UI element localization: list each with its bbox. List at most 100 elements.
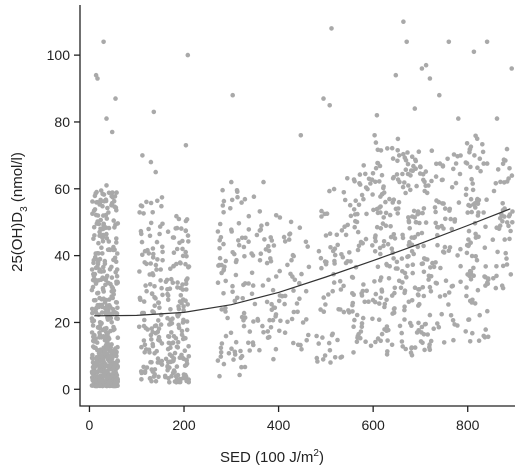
data-point	[315, 359, 320, 364]
data-point	[415, 211, 421, 217]
data-point	[150, 309, 155, 314]
data-point	[160, 244, 165, 250]
data-point	[273, 314, 278, 319]
data-point	[180, 238, 185, 244]
data-point	[484, 197, 489, 202]
data-point	[306, 332, 311, 338]
data-point	[179, 328, 185, 334]
data-point	[269, 301, 274, 307]
data-point	[170, 340, 176, 345]
data-point	[421, 269, 427, 275]
data-point	[273, 346, 279, 352]
data-point	[500, 201, 506, 206]
data-point	[332, 258, 337, 264]
data-point	[405, 150, 410, 155]
data-point	[165, 229, 171, 234]
data-point	[174, 364, 180, 369]
data-point	[99, 302, 105, 308]
data-point	[101, 268, 106, 274]
fit-curve	[94, 208, 511, 317]
data-point	[165, 346, 171, 352]
data-point	[347, 250, 352, 255]
data-point	[391, 306, 397, 312]
data-point	[260, 283, 266, 288]
data-point	[371, 207, 376, 213]
data-point	[271, 243, 277, 248]
data-point	[215, 358, 221, 363]
data-point	[104, 369, 110, 374]
data-point	[240, 296, 245, 301]
data-point	[494, 116, 500, 121]
data-point	[332, 246, 338, 251]
data-point	[476, 234, 481, 240]
data-point	[429, 178, 434, 184]
data-point	[298, 342, 303, 348]
data-point	[366, 299, 371, 305]
data-point	[149, 337, 154, 342]
data-point	[428, 289, 434, 294]
data-point	[373, 233, 378, 238]
data-point	[466, 202, 471, 208]
data-point	[186, 344, 191, 349]
data-point	[156, 300, 162, 306]
data-point	[484, 39, 490, 45]
data-point	[507, 166, 512, 171]
data-point	[495, 167, 501, 172]
data-point	[440, 164, 446, 169]
data-point	[114, 273, 120, 279]
data-point	[423, 183, 429, 189]
data-point	[156, 374, 161, 380]
data-point	[368, 343, 374, 349]
data-point	[246, 213, 252, 219]
data-point	[277, 268, 283, 274]
data-point	[482, 245, 488, 250]
data-point	[471, 265, 476, 271]
data-point	[373, 291, 379, 297]
data-point	[101, 213, 106, 218]
data-point	[110, 365, 116, 371]
data-point	[238, 355, 244, 361]
data-point	[383, 199, 388, 205]
x-tick-label: 600	[361, 417, 385, 433]
data-point	[384, 297, 389, 303]
data-point	[406, 218, 412, 224]
data-point	[458, 246, 463, 252]
data-point	[106, 336, 112, 342]
data-point	[346, 310, 352, 315]
data-point	[257, 209, 263, 214]
data-point	[314, 355, 320, 361]
data-point	[148, 332, 154, 338]
data-point	[229, 346, 234, 352]
data-point	[504, 146, 510, 152]
data-point	[289, 316, 295, 322]
y-tick-label: 0	[62, 381, 70, 397]
data-point	[91, 260, 96, 266]
data-point	[409, 345, 415, 350]
data-point	[351, 324, 356, 330]
data-point	[395, 211, 401, 216]
data-point	[151, 251, 156, 257]
data-point	[235, 189, 240, 194]
data-point	[433, 220, 439, 226]
data-point	[304, 317, 309, 322]
data-point	[358, 335, 363, 341]
data-point	[509, 173, 515, 178]
y-tick-label: 60	[54, 181, 70, 197]
data-point	[419, 330, 424, 335]
data-point	[99, 245, 104, 250]
data-point	[230, 289, 235, 295]
data-point	[391, 174, 397, 180]
data-point	[92, 377, 98, 383]
data-point	[291, 340, 296, 346]
data-point	[179, 300, 184, 306]
data-point	[113, 310, 118, 316]
data-point	[90, 356, 95, 361]
data-point	[167, 352, 173, 357]
data-point	[115, 358, 120, 363]
data-point	[91, 273, 97, 279]
data-point	[406, 215, 411, 220]
data-point	[142, 342, 148, 348]
data-point	[146, 226, 151, 232]
data-point	[142, 350, 147, 355]
data-point	[507, 236, 512, 242]
